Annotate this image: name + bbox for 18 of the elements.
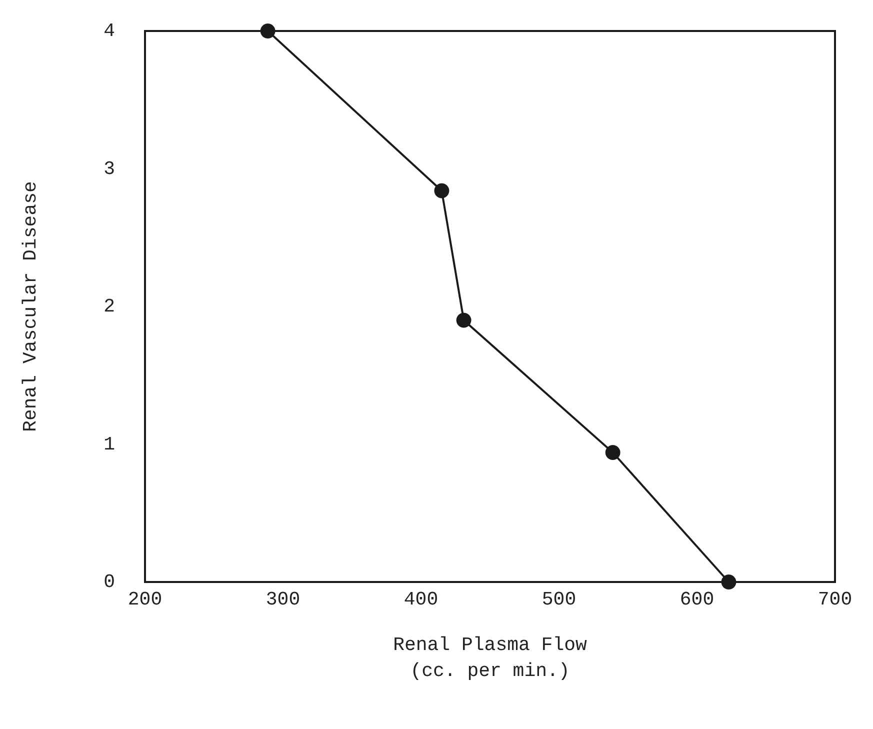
x-tick-label: 300 bbox=[266, 588, 300, 610]
x-tick-label: 600 bbox=[680, 588, 714, 610]
x-tick-label: 500 bbox=[542, 588, 576, 610]
y-tick-label: 0 bbox=[104, 571, 115, 593]
point bbox=[260, 24, 276, 38]
y-axis-title: Renal Vascular Disease bbox=[20, 181, 42, 432]
point bbox=[434, 183, 450, 198]
y-tick-label: 4 bbox=[104, 20, 115, 42]
y-tick-label: 3 bbox=[104, 158, 115, 180]
point bbox=[721, 574, 736, 590]
y-tick-label: 1 bbox=[104, 433, 115, 456]
point bbox=[605, 445, 620, 460]
y-tick-label: 2 bbox=[104, 296, 115, 318]
x-tick-label: 700 bbox=[818, 588, 852, 610]
x-axis-title: Renal Plasma Flow (cc. per min.) bbox=[393, 634, 588, 682]
x-tick-label: 200 bbox=[128, 588, 162, 610]
point bbox=[456, 312, 472, 328]
x-tick-label: 400 bbox=[404, 588, 438, 610]
